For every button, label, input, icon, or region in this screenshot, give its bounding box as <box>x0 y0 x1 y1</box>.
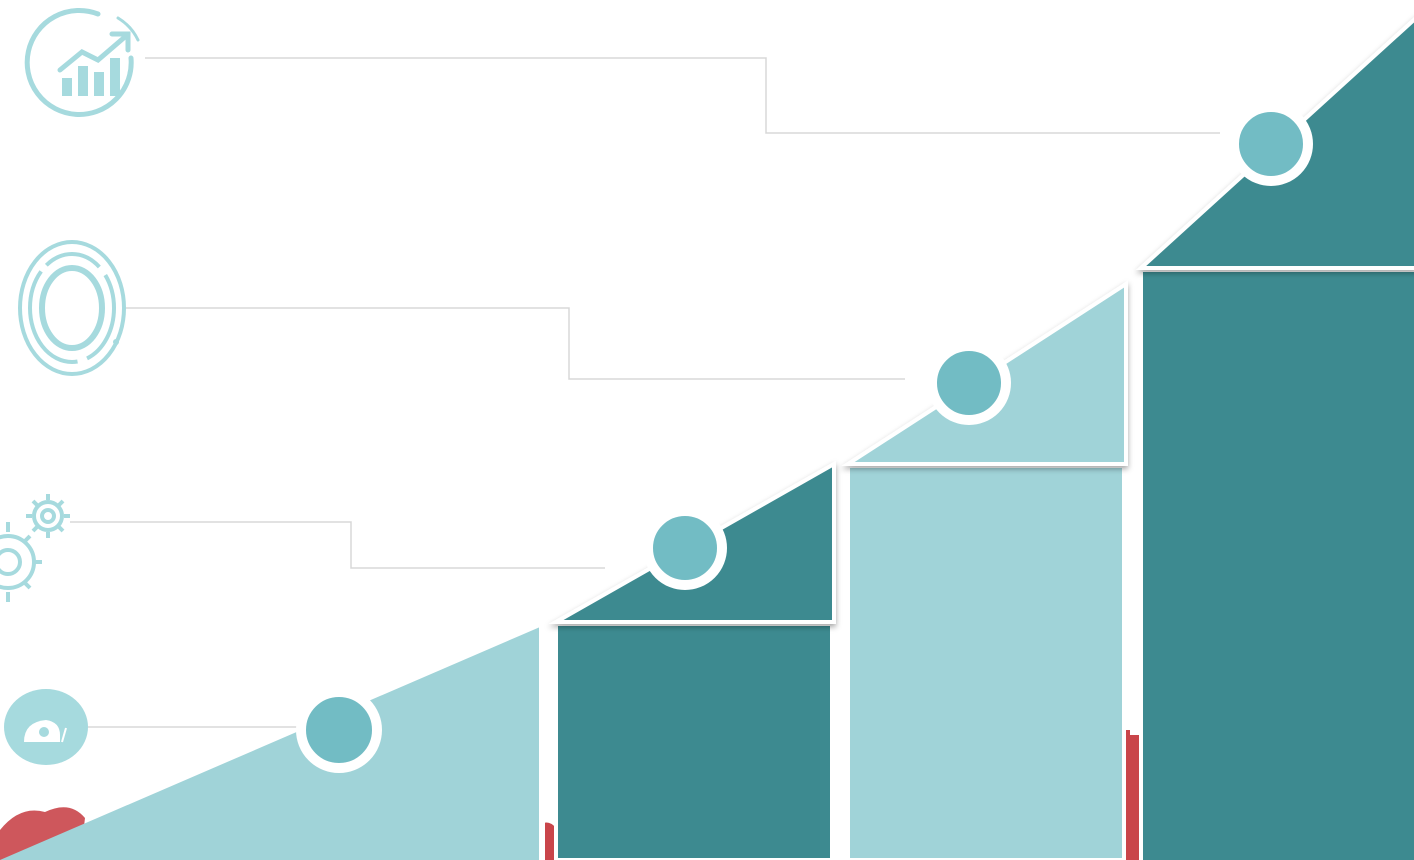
connector-step-2 <box>70 521 605 569</box>
step-1-ramp <box>0 627 540 860</box>
background-silhouette <box>0 730 1144 860</box>
connector-step-4 <box>145 57 1220 134</box>
marker-step-4 <box>1229 102 1313 186</box>
step-3-column <box>846 464 1126 860</box>
snail-icon <box>4 689 88 765</box>
growth-chart-icon <box>24 7 140 117</box>
marker-step-3 <box>927 341 1011 425</box>
gears-icon <box>0 494 70 602</box>
markers <box>296 102 1313 773</box>
target-icon <box>18 240 126 376</box>
step-2-column <box>554 622 834 860</box>
marker-step-1 <box>296 687 382 773</box>
marker-step-2 <box>643 506 727 590</box>
step-4 <box>1135 17 1414 860</box>
step-4-column <box>1139 268 1414 860</box>
step-2 <box>548 460 836 860</box>
connectors <box>70 57 1220 728</box>
step-3 <box>841 280 1128 860</box>
step-1 <box>0 627 545 860</box>
connector-step-3 <box>126 307 905 380</box>
red-tower-right <box>1122 735 1144 860</box>
